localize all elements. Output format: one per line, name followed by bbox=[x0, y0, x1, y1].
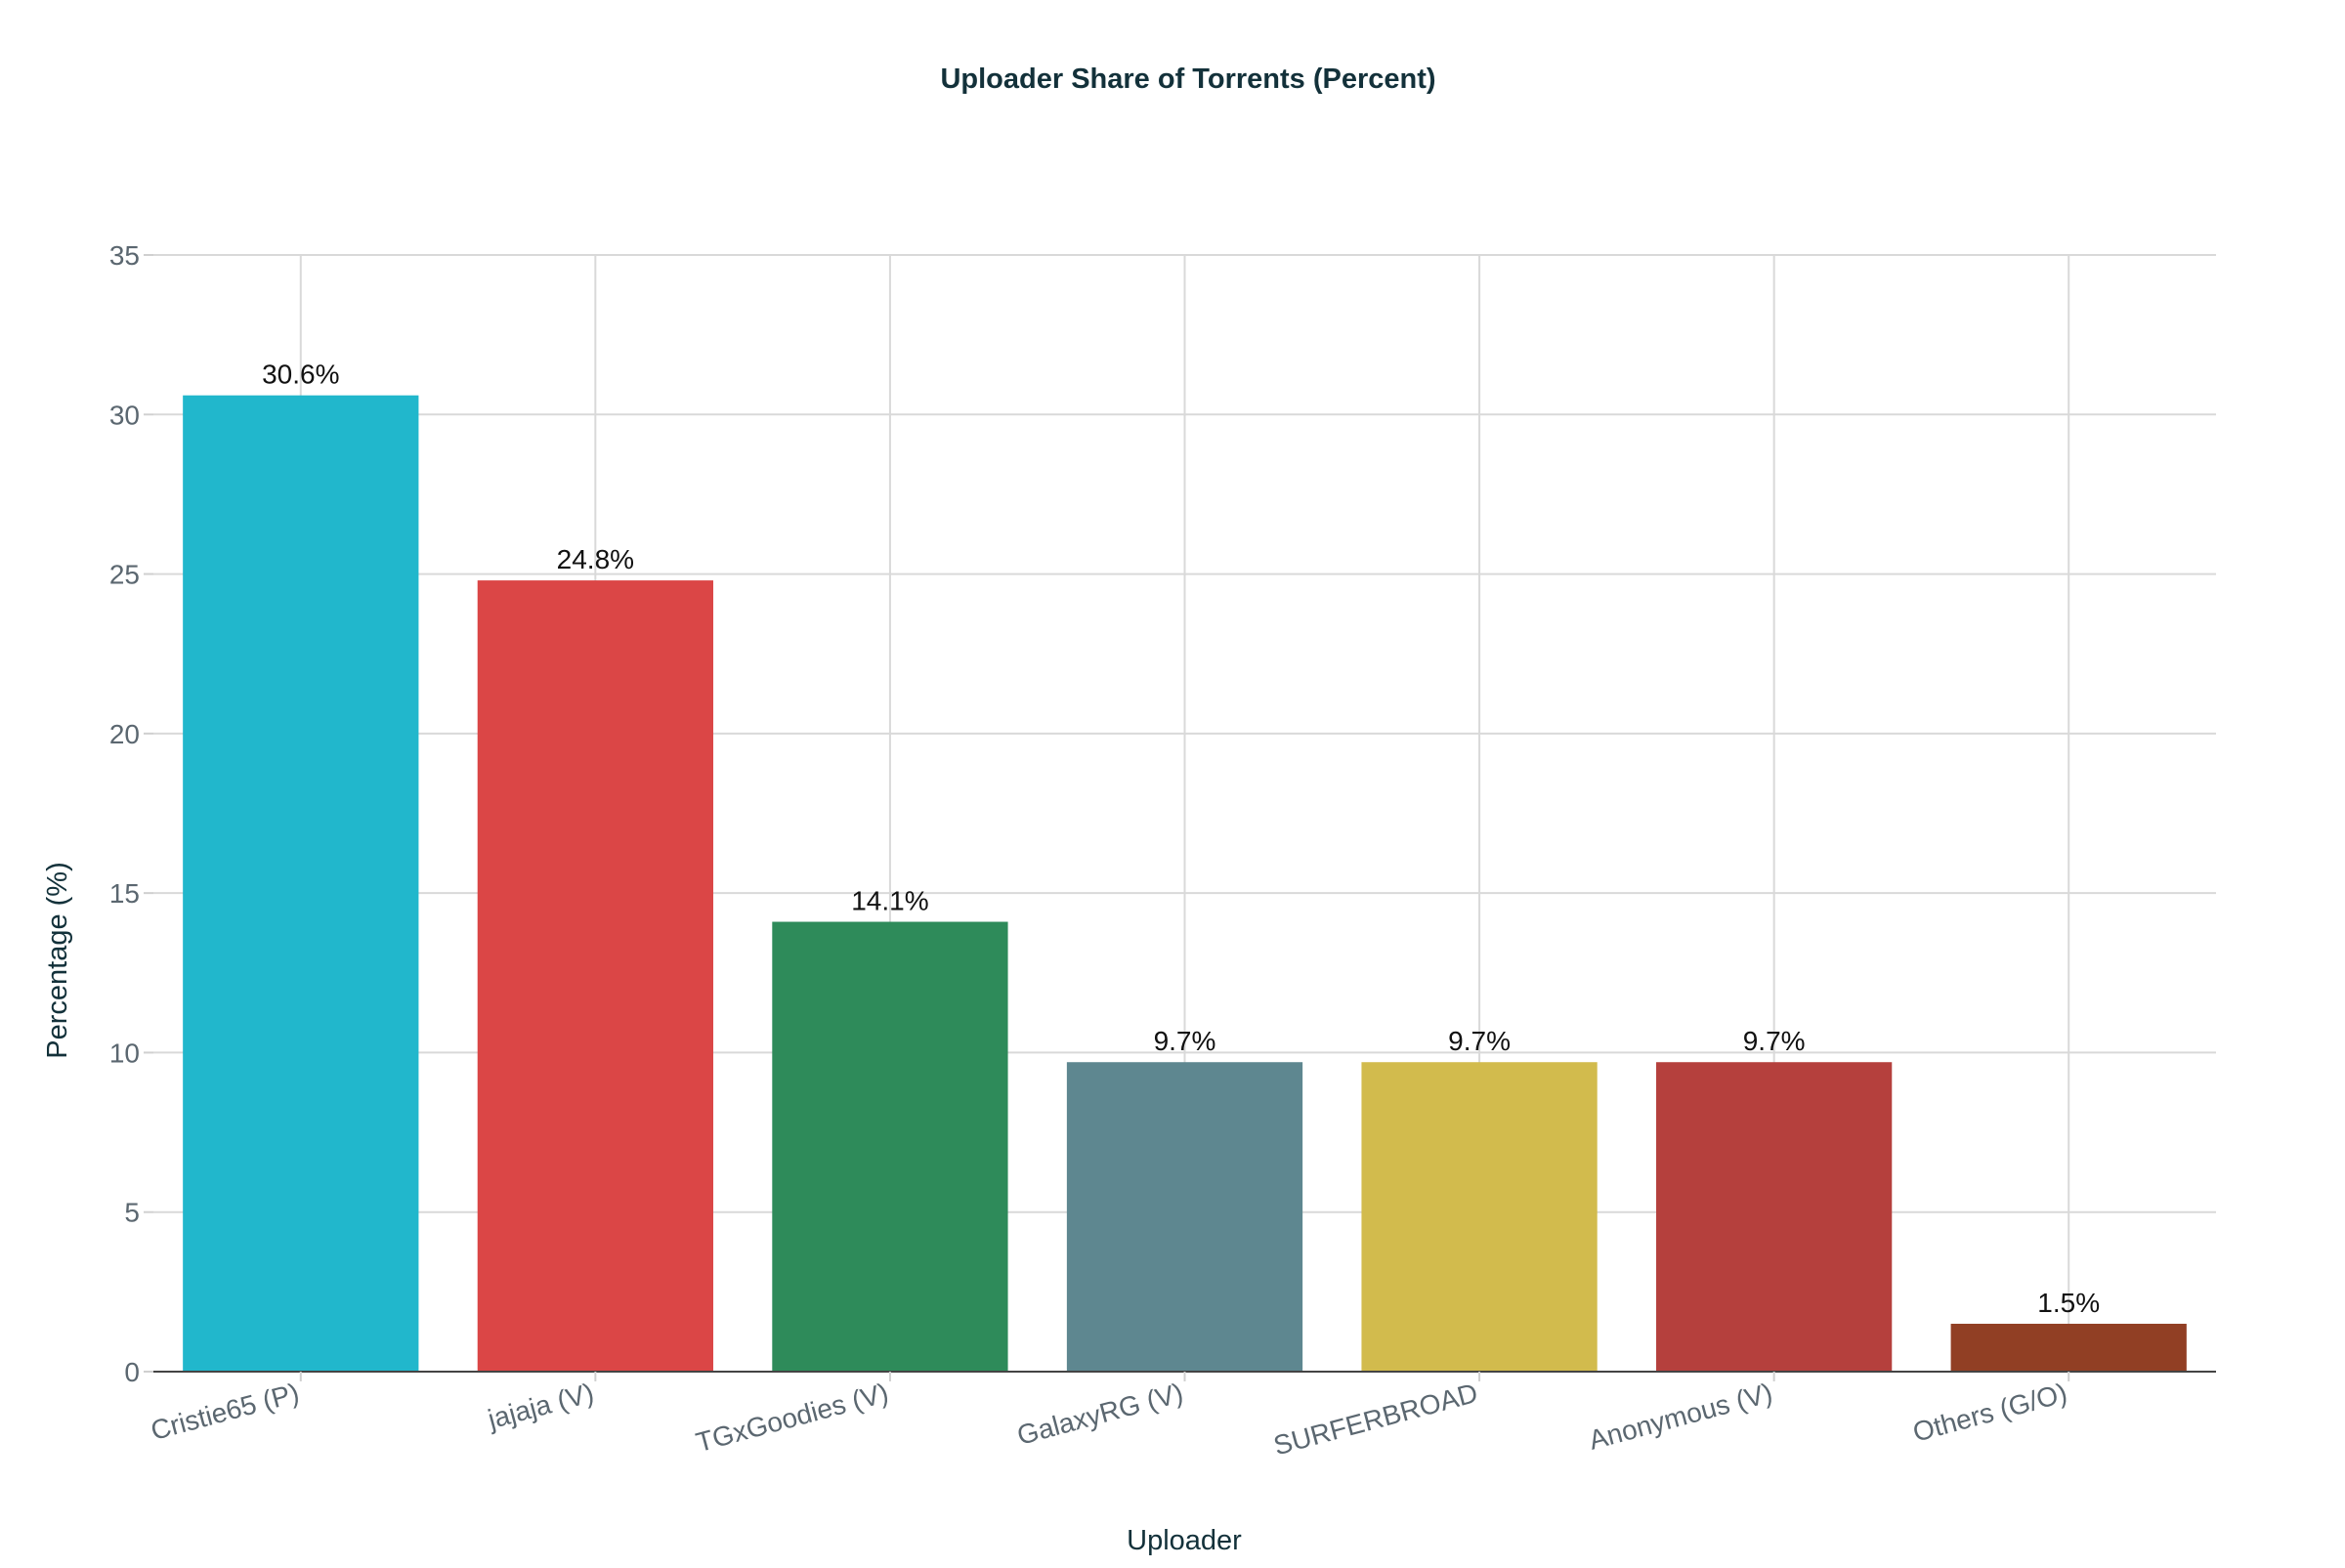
y-tick-label: 10 bbox=[109, 1038, 140, 1068]
bar bbox=[477, 580, 713, 1372]
y-axis-title: Percentage (%) bbox=[42, 862, 73, 1059]
y-tick-label: 35 bbox=[109, 240, 140, 271]
y-tick-label: 5 bbox=[124, 1198, 140, 1228]
data-labels: 30.6% 24.8% 14.1% 9.7% 9.7% 9.7% 1.5% bbox=[262, 360, 2100, 1318]
x-tick-label: jajaja (V) bbox=[484, 1377, 597, 1435]
y-tick-label: 30 bbox=[109, 400, 140, 430]
y-tick-label: 25 bbox=[109, 560, 140, 590]
y-tick-label: 20 bbox=[109, 719, 140, 749]
x-tick-label: Cristie65 (P) bbox=[148, 1377, 302, 1446]
chart-title: Uploader Share of Torrents (Percent) bbox=[940, 64, 1435, 95]
bar bbox=[1656, 1062, 1893, 1372]
y-tick-label: 15 bbox=[109, 878, 140, 909]
data-label: 1.5% bbox=[2037, 1288, 2100, 1318]
x-tick-label: GalaxyRG (V) bbox=[1014, 1377, 1186, 1451]
y-tick-label: 0 bbox=[124, 1357, 140, 1387]
x-axis-title: Uploader bbox=[1127, 1525, 1242, 1556]
bar bbox=[1066, 1062, 1303, 1372]
x-tick-label: SURFERBROAD bbox=[1270, 1377, 1480, 1462]
data-label: 30.6% bbox=[262, 360, 339, 390]
data-label: 24.8% bbox=[557, 544, 634, 574]
bar bbox=[1361, 1062, 1598, 1372]
data-label: 9.7% bbox=[1154, 1026, 1216, 1056]
x-tick-label: Others (G/O) bbox=[1909, 1377, 2069, 1448]
data-label: 9.7% bbox=[1743, 1026, 1806, 1056]
bar bbox=[772, 921, 1008, 1372]
bar bbox=[183, 395, 419, 1373]
x-tick-label: TGxGoodies (V) bbox=[693, 1377, 891, 1458]
bar bbox=[1950, 1324, 2187, 1372]
bars bbox=[183, 395, 2187, 1373]
x-tick-label: Anonymous (V) bbox=[1586, 1377, 1775, 1456]
data-label: 14.1% bbox=[851, 886, 928, 916]
data-label: 9.7% bbox=[1448, 1026, 1511, 1056]
